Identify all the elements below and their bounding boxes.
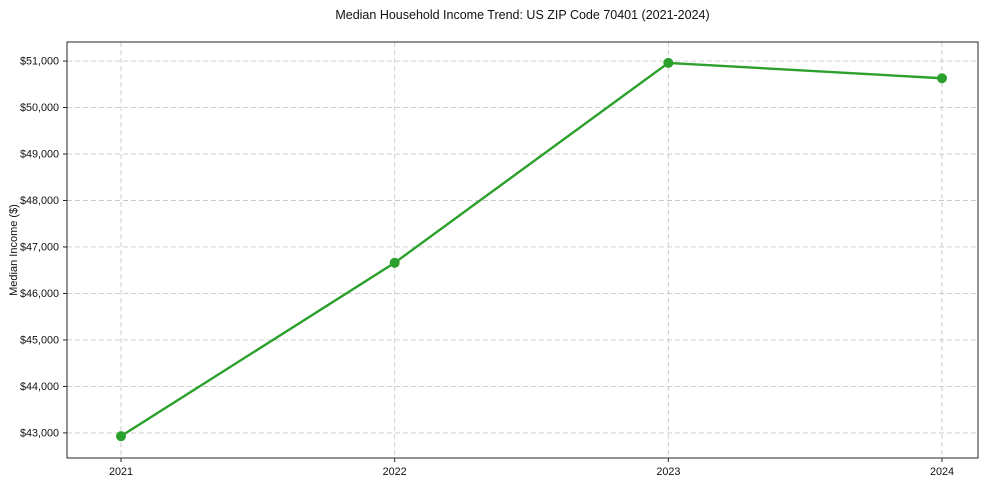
y-tick-label: $47,000 <box>20 241 59 253</box>
plot-border <box>66 41 979 459</box>
data-point-2023 <box>663 57 674 68</box>
y-tick-label: $51,000 <box>20 56 59 68</box>
x-tick-label: 2023 <box>656 466 680 478</box>
y-tick-label: $50,000 <box>20 102 59 114</box>
chart-title: Median Household Income Trend: US ZIP Co… <box>335 8 710 22</box>
y-tick-label: $44,000 <box>20 381 59 393</box>
y-tick-label: $46,000 <box>20 288 59 300</box>
x-tick-label: 2024 <box>930 466 954 478</box>
income-trend-line <box>119 61 944 438</box>
x-tick-label: 2021 <box>109 466 133 478</box>
data-point-2022 <box>389 257 400 268</box>
y-tick-label: $49,000 <box>20 149 59 161</box>
y-tick-label: $45,000 <box>20 334 59 346</box>
y-tick-label: $43,000 <box>20 427 59 439</box>
x-tick-label: 2022 <box>383 466 407 478</box>
data-point-2021 <box>116 431 126 442</box>
y-tick-label: $48,000 <box>20 195 59 207</box>
data-point-2024 <box>937 73 947 84</box>
